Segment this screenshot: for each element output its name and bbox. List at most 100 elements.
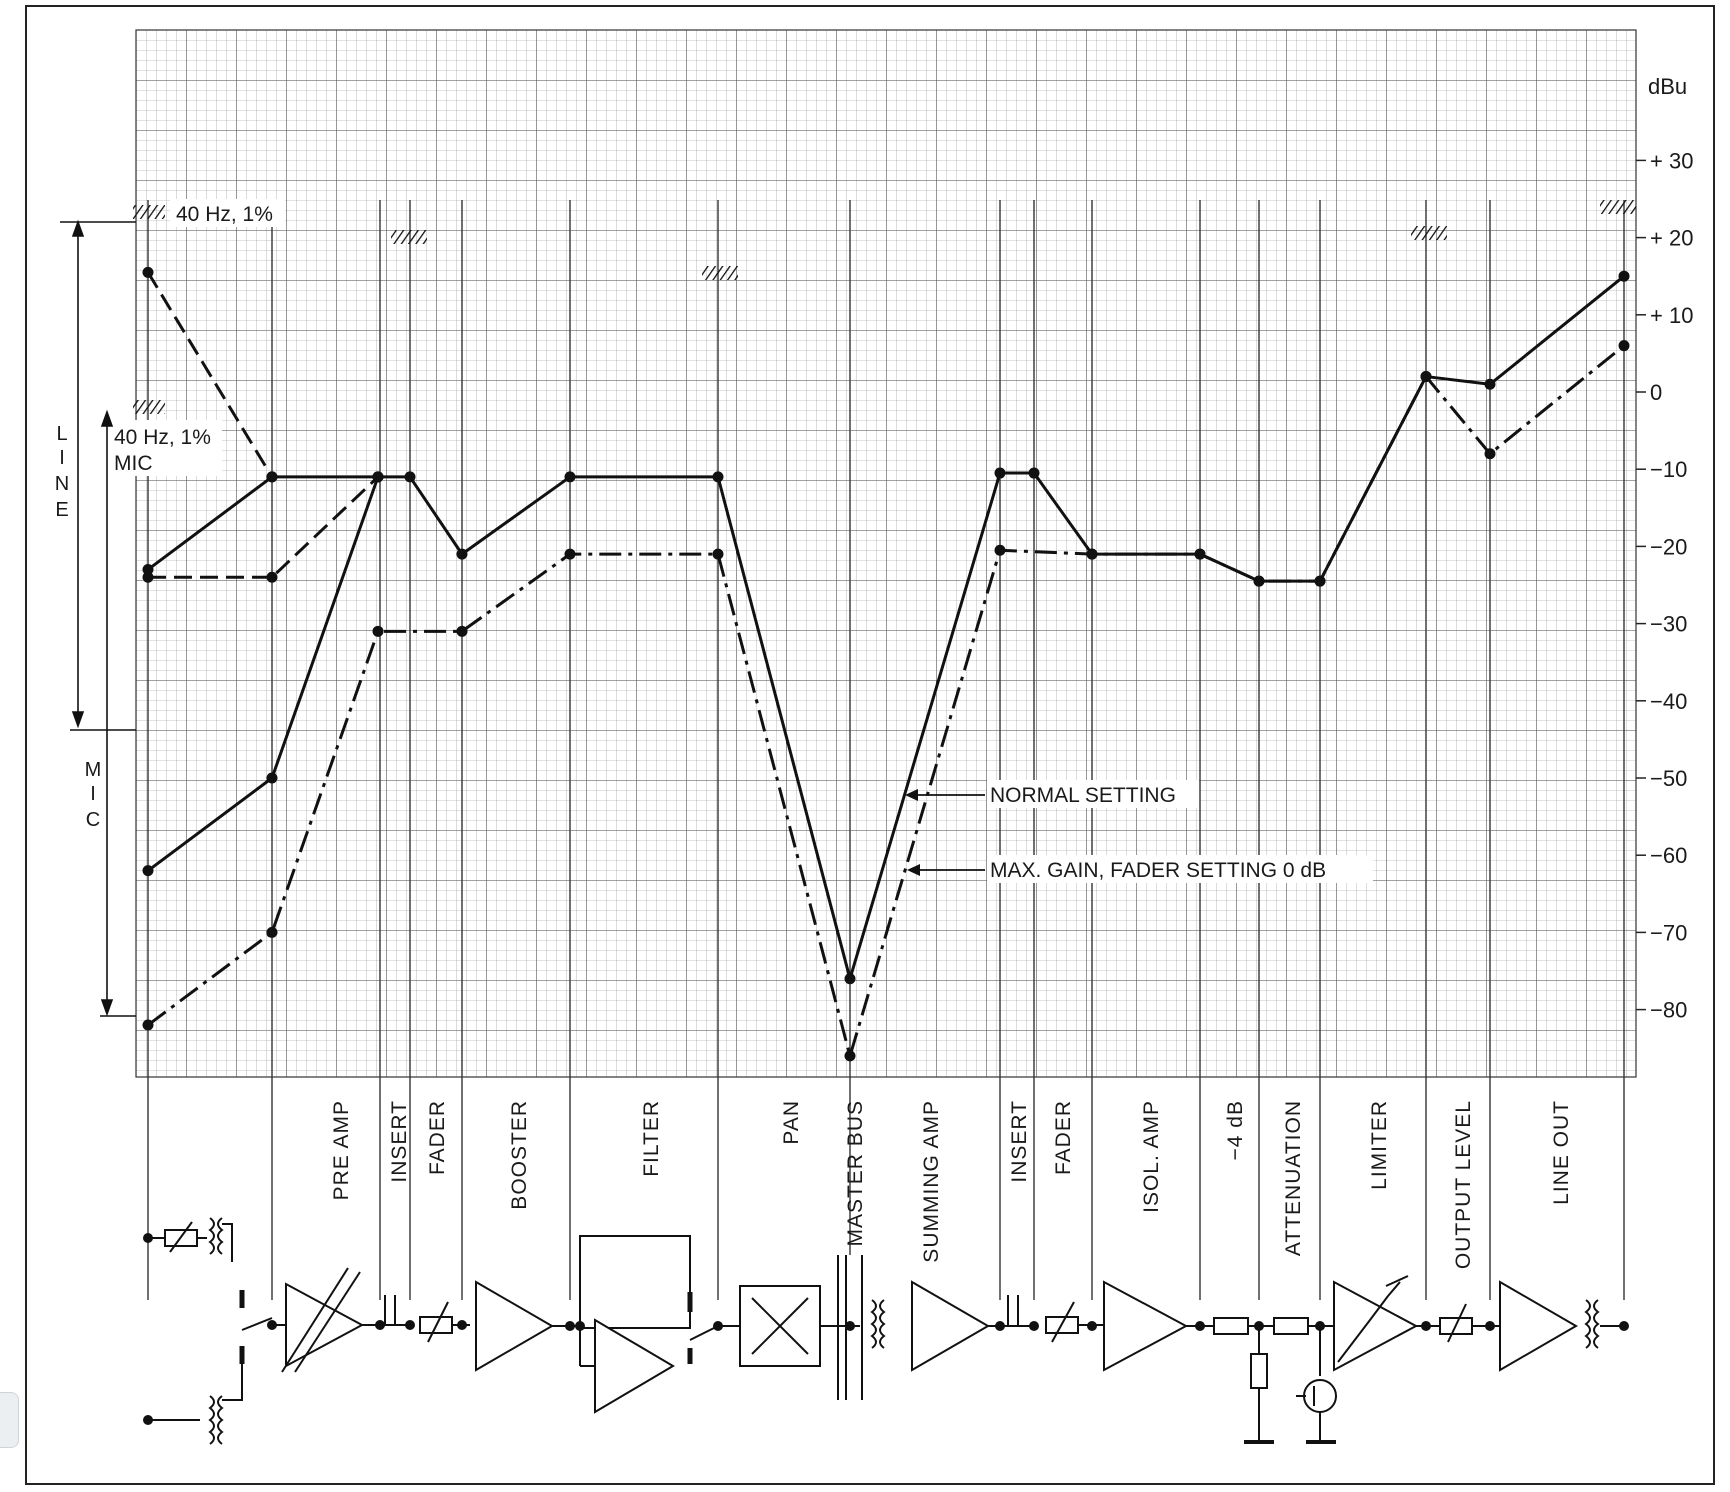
clip-marker [391, 230, 427, 244]
level-point [372, 625, 384, 637]
level-point [456, 625, 468, 637]
annotations: 40 Hz, 1% 40 Hz, 1% MIC NORMAL SETTING M… [112, 199, 1373, 883]
diagram-frame [25, 5, 1715, 1485]
clip-marker [133, 400, 165, 414]
line-out-triangle [1499, 1280, 1578, 1372]
level-point [142, 865, 154, 877]
level-point [1314, 575, 1326, 587]
y-tick-label: −50 [1650, 766, 1687, 791]
mic-clip-label: 40 Hz, 1% [114, 426, 211, 449]
stage-label: OUTPUT LEVEL [1452, 1100, 1475, 1269]
clip-marker [1411, 226, 1447, 240]
normal-setting-label: NORMAL SETTING [990, 784, 1176, 807]
level-point [844, 973, 856, 985]
clip-marker [133, 205, 165, 219]
stage-label: INSERT [1008, 1100, 1031, 1183]
y-tick-label: −10 [1650, 457, 1687, 482]
level-point [456, 548, 468, 560]
level-point [372, 471, 384, 483]
level-point [404, 471, 416, 483]
svg-text:I: I [90, 783, 96, 805]
pad-resistor [1213, 1317, 1249, 1335]
level-point [1484, 448, 1496, 460]
y-tick-label: −70 [1650, 920, 1687, 945]
y-tick-label: + 10 [1650, 303, 1693, 328]
stage-label: LIMITER [1368, 1100, 1391, 1190]
level-point [994, 467, 1006, 479]
stage-label: ATTENUATION [1282, 1100, 1305, 1256]
svg-text:E: E [55, 499, 68, 521]
filter-triangle [594, 1318, 675, 1414]
stage-label: LINE OUT [1550, 1100, 1573, 1205]
side-scroll-tab[interactable] [0, 1392, 19, 1448]
limiter-fet [1303, 1379, 1337, 1413]
mic-clip-sub-label: MIC [114, 452, 153, 475]
output-transformer [1584, 1299, 1600, 1349]
stage-label: FADER [426, 1100, 449, 1175]
level-point [142, 266, 154, 278]
y-unit-label: dBu [1648, 74, 1687, 99]
level-point [1484, 378, 1496, 390]
clip-marker [1600, 200, 1636, 214]
mic-range-label: M [85, 759, 102, 781]
level-point [1086, 548, 1098, 560]
level-curves [142, 266, 1630, 1062]
level-point [142, 564, 154, 576]
stage-label: PRE AMP [330, 1100, 353, 1200]
range-brackets [60, 219, 136, 1017]
svg-text:N: N [55, 473, 69, 495]
level-point [712, 548, 724, 560]
y-tick-label: 0 [1650, 380, 1662, 405]
stage-label: FADER [1052, 1100, 1075, 1175]
level-point [266, 571, 278, 583]
level-curve-dashed [146, 271, 274, 478]
stage-labels: PRE AMP INSERT FADER BOOSTER FILTER PAN MASTER… [330, 1100, 1573, 1269]
level-point [266, 471, 278, 483]
stage-label: MASTER BUS [844, 1100, 867, 1247]
level-point [844, 1050, 856, 1062]
clip-marker [702, 266, 738, 280]
schematic-nodes [143, 1233, 1629, 1425]
level-point [1618, 340, 1630, 352]
level-point [1618, 270, 1630, 282]
level-point [1420, 371, 1432, 383]
level-point [142, 571, 154, 583]
level-point [1194, 548, 1206, 560]
block-schematic [148, 1217, 1624, 1445]
stage-label: −4 dB [1224, 1100, 1247, 1160]
limiter-triangle [1333, 1280, 1419, 1372]
line-clip-label: 40 Hz, 1% [176, 203, 273, 226]
stage-label: SUMMING AMP [920, 1100, 943, 1263]
level-point [1253, 575, 1265, 587]
station-lines [147, 200, 1625, 1300]
y-tick-label: + 30 [1650, 148, 1693, 173]
clip-markers [133, 200, 1636, 414]
level-point [1028, 467, 1040, 479]
isol-amp-triangle [1103, 1280, 1189, 1372]
line-input-transformer [208, 1217, 233, 1262]
svg-text:C: C [86, 809, 100, 831]
level-point [712, 471, 724, 483]
stage-label: ISOL. AMP [1140, 1100, 1163, 1213]
level-point [266, 926, 278, 938]
y-tick-label: −30 [1650, 612, 1687, 637]
level-point [142, 1019, 154, 1031]
stage-label: INSERT [388, 1100, 411, 1183]
filter-feedback [579, 1235, 691, 1329]
stage-label: BOOSTER [508, 1100, 531, 1210]
y-tick-label: + 20 [1650, 226, 1693, 251]
range-labels: L I N E M I C [55, 423, 102, 831]
level-point [266, 772, 278, 784]
attenuation-resistor [1273, 1317, 1309, 1335]
stage-label: PAN [780, 1100, 803, 1145]
shunt-resistor [1250, 1353, 1268, 1389]
y-tick-label: −40 [1650, 689, 1687, 714]
stage-label: FILTER [640, 1100, 663, 1177]
svg-text:I: I [59, 447, 65, 469]
summing-amp-triangle [911, 1280, 990, 1372]
booster-triangle [475, 1280, 554, 1372]
level-curve-dashed [148, 475, 380, 579]
max-gain-label: MAX. GAIN, FADER SETTING 0 dB [990, 859, 1326, 882]
y-tick-label: −80 [1650, 998, 1687, 1023]
